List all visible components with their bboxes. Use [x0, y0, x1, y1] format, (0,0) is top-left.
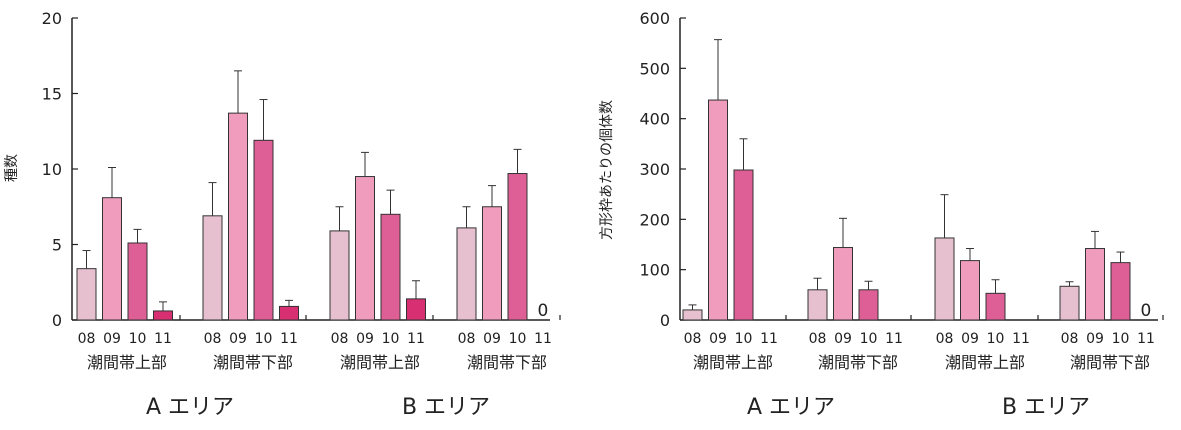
- x-tick-label: 10: [129, 331, 147, 347]
- y-tick-label: 500: [639, 59, 670, 78]
- y-tick-label: 100: [639, 261, 670, 280]
- group-label: 潮間帯下部: [467, 353, 547, 372]
- x-tick-label: 11: [1137, 331, 1155, 347]
- bar: [355, 176, 375, 321]
- y-tick-label: 10: [42, 160, 62, 179]
- group-label: 潮間帯下部: [213, 353, 293, 372]
- x-tick-label: 09: [229, 331, 247, 347]
- group-label: 潮間帯上部: [693, 353, 773, 372]
- bar: [682, 309, 703, 321]
- y-tick-label: 20: [42, 9, 62, 28]
- y-tick-label: 200: [639, 210, 670, 229]
- x-tick-label: 08: [78, 331, 96, 347]
- x-tick-label: 09: [483, 331, 501, 347]
- zero-value-label: 0: [1141, 301, 1152, 321]
- y-tick-label: 300: [639, 160, 670, 179]
- bar: [708, 99, 728, 321]
- x-tick-label: 08: [331, 331, 349, 347]
- y-tick-label: 5: [52, 236, 62, 255]
- x-tick-label: 11: [280, 331, 298, 347]
- bar: [507, 173, 528, 321]
- bar: [934, 237, 955, 321]
- bar: [833, 247, 853, 321]
- y-axis-label: 種数: [4, 154, 20, 182]
- bar: [102, 197, 122, 321]
- x-tick-label: 08: [936, 331, 954, 347]
- bar: [858, 289, 879, 321]
- x-tick-label: 08: [684, 331, 702, 347]
- y-tick-label: 0: [52, 311, 62, 330]
- bar: [380, 213, 401, 321]
- bar: [127, 242, 148, 321]
- bar: [482, 206, 502, 321]
- group-label: 潮間帯上部: [87, 353, 167, 372]
- x-tick-label: 09: [834, 331, 852, 347]
- group-label: 潮間帯上部: [340, 353, 420, 372]
- y-axis-label: 方形枠あたりの個体数: [599, 100, 615, 240]
- x-tick-label: 10: [735, 331, 753, 347]
- bar: [1059, 285, 1080, 321]
- group-label: 潮間帯下部: [1070, 353, 1150, 372]
- x-tick-label: 11: [534, 331, 552, 347]
- x-tick-label: 11: [760, 331, 778, 347]
- x-tick-label: 08: [458, 331, 476, 347]
- y-tick-label: 400: [639, 110, 670, 129]
- x-tick-label: 10: [860, 331, 878, 347]
- bar: [279, 305, 299, 321]
- x-tick-label: 09: [356, 331, 374, 347]
- group-label: 潮間帯下部: [818, 353, 898, 372]
- x-tick-label: 09: [1086, 331, 1104, 347]
- bar: [456, 227, 477, 321]
- bar: [76, 268, 97, 321]
- x-tick-label: 08: [1061, 331, 1079, 347]
- area-label: B エリア: [402, 395, 490, 420]
- bar: [329, 230, 350, 321]
- bar: [1110, 262, 1131, 321]
- bar: [153, 310, 173, 321]
- group-label: 潮間帯上部: [945, 353, 1025, 372]
- x-tick-label: 08: [204, 331, 222, 347]
- bar: [985, 292, 1006, 321]
- x-tick-label: 09: [961, 331, 979, 347]
- bar: [1085, 248, 1105, 321]
- x-tick-label: 11: [154, 331, 172, 347]
- y-tick-label: 600: [639, 9, 670, 28]
- x-tick-label: 11: [407, 331, 425, 347]
- bar: [406, 298, 426, 321]
- x-tick-label: 08: [809, 331, 827, 347]
- x-tick-label: 09: [709, 331, 727, 347]
- bar: [733, 169, 754, 321]
- x-tick-label: 10: [987, 331, 1005, 347]
- x-tick-label: 10: [382, 331, 400, 347]
- area-label: A エリア: [747, 395, 835, 420]
- x-tick-label: 10: [509, 331, 527, 347]
- x-tick-label: 11: [1012, 331, 1030, 347]
- area-label: A エリア: [146, 395, 234, 420]
- zero-value-label: 0: [538, 301, 549, 321]
- bar: [960, 260, 980, 321]
- area-label: B エリア: [1002, 395, 1090, 420]
- x-tick-label: 10: [1112, 331, 1130, 347]
- y-tick-label: 15: [42, 85, 62, 104]
- bar: [807, 289, 828, 321]
- y-tick-label: 0: [660, 311, 670, 330]
- x-tick-label: 09: [103, 331, 121, 347]
- bar: [202, 215, 223, 321]
- x-tick-label: 11: [885, 331, 903, 347]
- bar: [228, 112, 248, 321]
- x-tick-label: 10: [255, 331, 273, 347]
- bar: [253, 139, 274, 321]
